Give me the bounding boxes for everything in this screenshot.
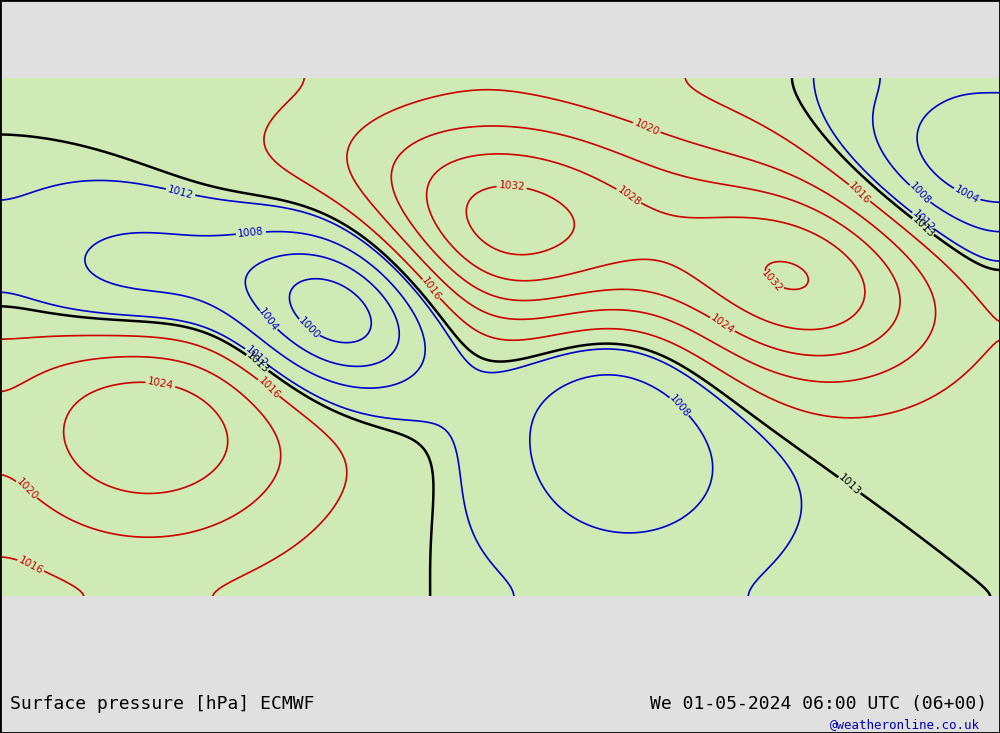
Text: 1024: 1024 xyxy=(709,313,736,336)
Text: Surface pressure [hPa] ECMWF: Surface pressure [hPa] ECMWF xyxy=(10,695,314,712)
Text: 1028: 1028 xyxy=(615,184,642,208)
Text: 1004: 1004 xyxy=(256,306,280,334)
Text: 1024: 1024 xyxy=(147,376,174,391)
Text: 1000: 1000 xyxy=(296,315,321,341)
Text: 1016: 1016 xyxy=(256,375,282,401)
Text: 1013: 1013 xyxy=(836,473,863,498)
Text: 1032: 1032 xyxy=(498,180,525,192)
Text: 1013: 1013 xyxy=(244,350,271,375)
Text: 1032: 1032 xyxy=(759,268,784,295)
Text: 1012: 1012 xyxy=(243,344,269,369)
Text: We 01-05-2024 06:00 UTC (06+00): We 01-05-2024 06:00 UTC (06+00) xyxy=(650,695,987,712)
Text: 1016: 1016 xyxy=(420,276,443,303)
Text: @weatheronline.co.uk: @weatheronline.co.uk xyxy=(830,718,980,731)
Text: 1012: 1012 xyxy=(910,208,936,234)
Text: 1016: 1016 xyxy=(847,180,872,206)
Text: 1013: 1013 xyxy=(910,214,936,240)
Text: 1020: 1020 xyxy=(633,117,661,137)
Text: 1008: 1008 xyxy=(907,181,932,207)
Text: 1020: 1020 xyxy=(14,476,40,502)
Text: 1016: 1016 xyxy=(17,554,45,576)
Text: 1004: 1004 xyxy=(953,184,980,205)
Text: 1008: 1008 xyxy=(668,393,692,419)
Text: 1008: 1008 xyxy=(237,226,264,239)
Text: 1012: 1012 xyxy=(167,184,195,200)
